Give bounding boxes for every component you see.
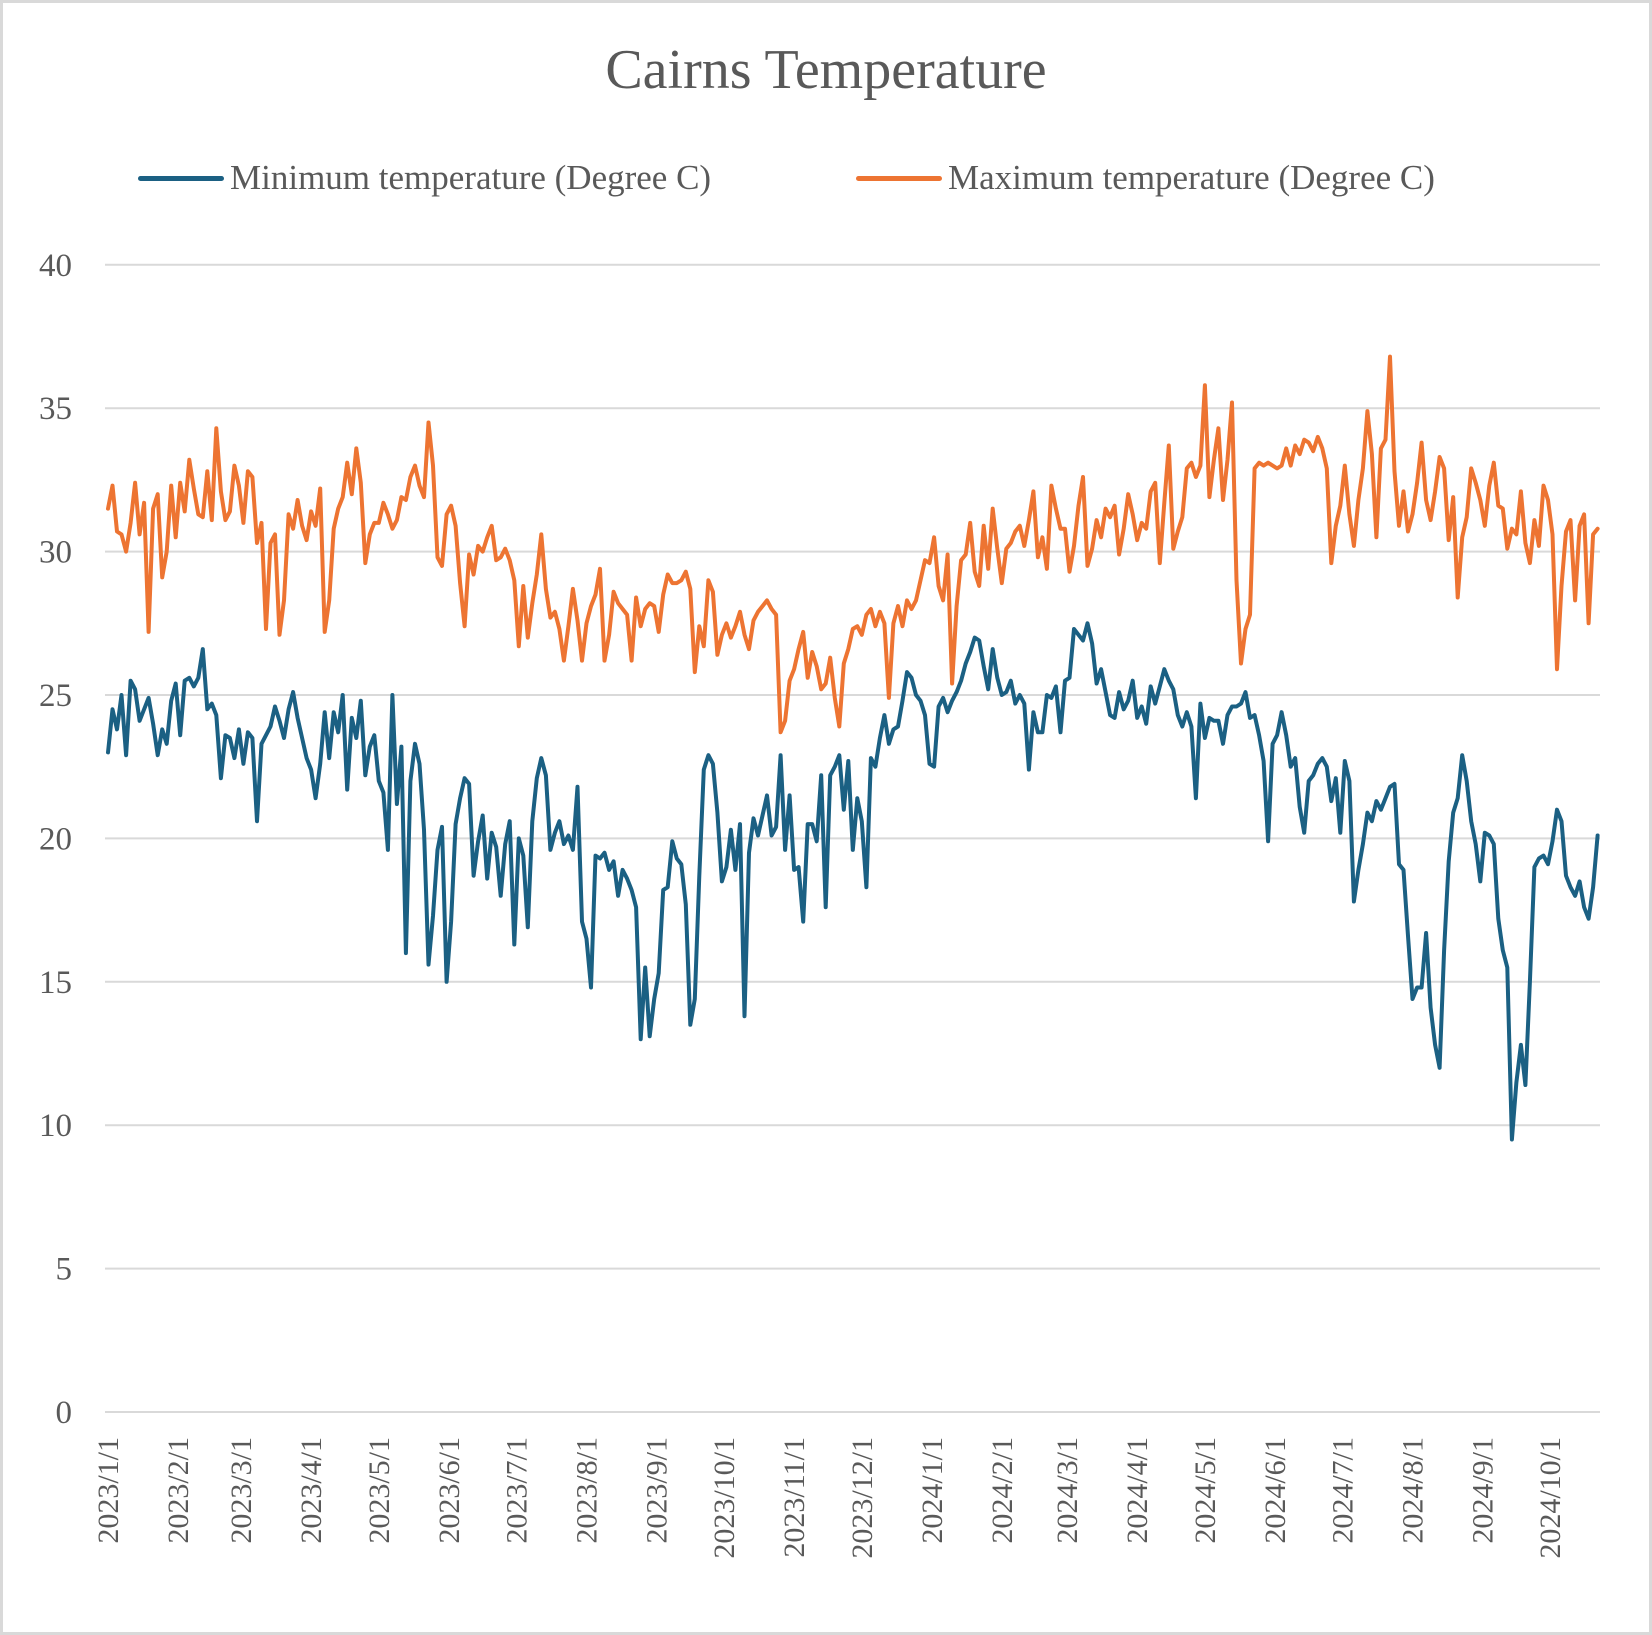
y-tick-label: 15 xyxy=(39,965,72,1001)
y-tick-label: 35 xyxy=(39,391,72,427)
x-tick-label: 2024/3/1 xyxy=(1051,1437,1084,1544)
x-tick-label: 2024/1/1 xyxy=(916,1437,949,1544)
x-tick-label: 2024/8/1 xyxy=(1397,1437,1430,1544)
gridlines xyxy=(105,263,1600,1413)
x-tick-label: 2023/4/1 xyxy=(295,1437,328,1544)
x-tick-label: 2023/3/1 xyxy=(225,1437,258,1544)
legend: Minimum temperature (Degree C) Maximum t… xyxy=(0,158,1652,198)
x-tick-label: 2023/11/1 xyxy=(778,1437,811,1558)
series-line-max-temperature xyxy=(106,354,1600,735)
y-tick-label: 40 xyxy=(39,248,72,284)
x-tick-label: 2023/8/1 xyxy=(570,1437,603,1544)
x-tick-label: 2023/9/1 xyxy=(640,1437,673,1544)
series-line-min-temperature xyxy=(106,621,1600,1142)
x-tick-label: 2023/10/1 xyxy=(708,1437,741,1559)
legend-swatch-max xyxy=(856,175,942,181)
y-tick-label: 25 xyxy=(39,678,72,714)
x-tick-label: 2023/5/1 xyxy=(363,1437,396,1544)
legend-label-min: Minimum temperature (Degree C) xyxy=(230,158,712,197)
x-tick-label: 2024/2/1 xyxy=(986,1437,1019,1544)
legend-swatch-min xyxy=(138,175,224,181)
series-lines xyxy=(106,354,1600,1142)
legend-item-min: Minimum temperature (Degree C) xyxy=(138,158,711,198)
x-tick-label: 2023/2/1 xyxy=(162,1437,195,1544)
x-tick-label: 2024/5/1 xyxy=(1189,1437,1222,1544)
legend-item-max: Maximum temperature (Degree C) xyxy=(856,158,1435,198)
x-tick-label: 2024/10/1 xyxy=(1534,1437,1567,1559)
x-tick-label: 2023/12/1 xyxy=(846,1437,879,1559)
x-tick-label: 2024/4/1 xyxy=(1121,1437,1154,1544)
x-tick-label: 2023/1/1 xyxy=(92,1437,125,1544)
chart-title: Cairns Temperature xyxy=(605,39,1047,101)
y-tick-label: 20 xyxy=(39,821,72,857)
y-tick-label: 10 xyxy=(39,1108,72,1144)
y-tick-label: 0 xyxy=(56,1395,73,1431)
x-tick-label: 2023/6/1 xyxy=(433,1437,466,1544)
x-tick-label: 2024/7/1 xyxy=(1327,1437,1360,1544)
x-axis-ticks: 2023/1/1 2023/2/1 2023/3/1 2023/4/1 2023/5/1… xyxy=(92,1437,1567,1559)
legend-label-max: Maximum temperature (Degree C) xyxy=(948,158,1435,197)
x-tick-label: 2023/7/1 xyxy=(501,1437,534,1544)
y-axis-ticks: 0 5 10 15 20 25 30 35 40 xyxy=(39,248,72,1431)
x-tick-label: 2024/6/1 xyxy=(1259,1437,1292,1544)
x-tick-label: 2024/9/1 xyxy=(1467,1437,1500,1544)
y-tick-label: 5 xyxy=(56,1252,73,1288)
y-tick-label: 30 xyxy=(39,535,72,571)
